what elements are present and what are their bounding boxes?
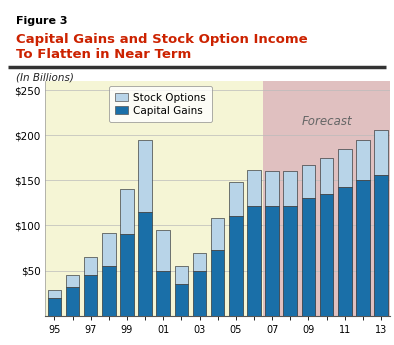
- Bar: [265, 171, 279, 206]
- Bar: [84, 257, 97, 275]
- Text: To Flatten in Near Term: To Flatten in Near Term: [16, 48, 191, 61]
- Bar: [120, 235, 134, 316]
- Bar: [301, 165, 315, 198]
- Bar: [193, 270, 206, 316]
- Bar: [48, 298, 61, 316]
- Bar: [356, 140, 370, 180]
- Bar: [102, 233, 115, 266]
- Bar: [138, 212, 152, 316]
- Bar: [66, 287, 79, 316]
- Bar: [374, 130, 388, 175]
- Bar: [229, 182, 243, 216]
- Bar: [374, 175, 388, 316]
- Bar: [247, 206, 261, 316]
- Bar: [102, 266, 115, 316]
- Bar: [156, 270, 170, 316]
- Bar: [338, 187, 351, 316]
- Bar: [301, 198, 315, 316]
- Bar: [193, 253, 206, 270]
- Text: Forecast: Forecast: [301, 115, 352, 128]
- Bar: [211, 250, 225, 316]
- Bar: [356, 180, 370, 316]
- Bar: [263, 81, 390, 316]
- Bar: [120, 189, 134, 235]
- Bar: [84, 275, 97, 316]
- Bar: [338, 149, 351, 187]
- Text: Figure 3: Figure 3: [16, 16, 67, 26]
- Bar: [229, 216, 243, 316]
- Text: (In Billions): (In Billions): [16, 72, 74, 82]
- Bar: [283, 171, 297, 206]
- Bar: [320, 194, 333, 316]
- Bar: [320, 158, 333, 194]
- Bar: [156, 230, 170, 270]
- Bar: [175, 266, 188, 284]
- Bar: [265, 206, 279, 316]
- Bar: [175, 284, 188, 316]
- Text: Capital Gains and Stock Option Income: Capital Gains and Stock Option Income: [16, 33, 307, 46]
- Bar: [138, 140, 152, 212]
- Bar: [247, 169, 261, 206]
- Bar: [211, 218, 225, 250]
- Bar: [48, 290, 61, 298]
- Bar: [66, 275, 79, 287]
- Bar: [283, 206, 297, 316]
- Legend: Stock Options, Capital Gains: Stock Options, Capital Gains: [109, 86, 212, 122]
